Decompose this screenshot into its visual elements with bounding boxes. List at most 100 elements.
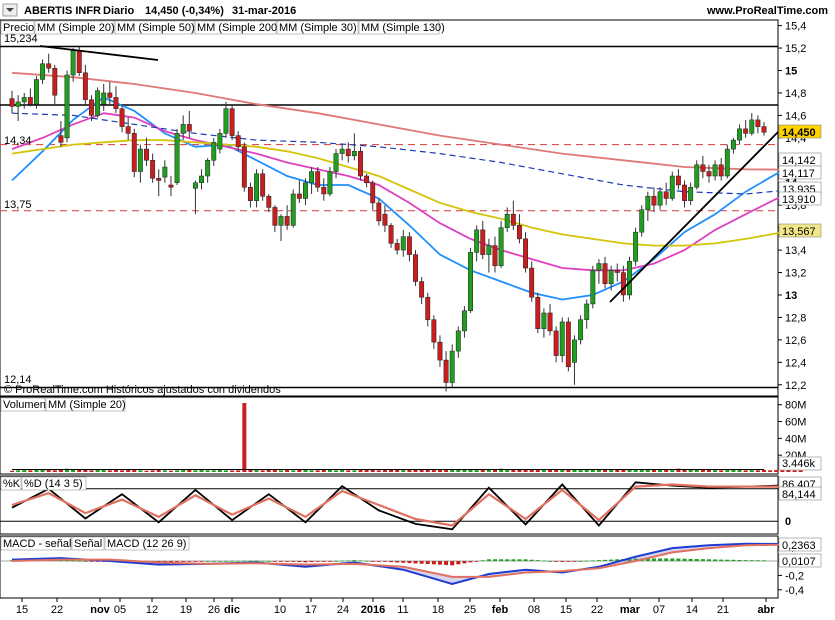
volume-bar — [609, 469, 614, 472]
candle-body — [199, 175, 204, 183]
y-tick-label: 14,6 — [785, 110, 806, 122]
macd-histogram-bar — [596, 560, 601, 562]
volume-bar — [554, 469, 559, 472]
candle-body — [504, 213, 510, 228]
level-label: 14,34 — [4, 135, 32, 147]
volume-bar — [566, 469, 571, 472]
x-tick-label: dic — [224, 604, 240, 616]
volume-bar — [786, 469, 791, 472]
y-tick-label: 13,4 — [785, 245, 806, 257]
x-tick-label: 12 — [146, 604, 158, 616]
volume-bar — [468, 469, 473, 472]
volume-bar — [474, 469, 479, 472]
level-label: 12,14 — [4, 374, 32, 386]
candle-body — [247, 186, 253, 201]
candle-body — [590, 270, 596, 305]
volume-bar — [492, 469, 497, 472]
volume-bar — [511, 469, 516, 472]
candle-body — [339, 148, 345, 154]
volume-bar — [34, 469, 39, 472]
macd-histogram-bar — [236, 560, 241, 562]
candle-body — [358, 151, 363, 177]
volume-bar — [285, 469, 290, 472]
macd-histogram-bar — [205, 561, 210, 562]
volume-bar — [156, 469, 161, 472]
volume-badge-text: 3.446k — [782, 458, 816, 470]
candle-body — [468, 252, 473, 311]
candle-body — [425, 296, 431, 320]
volume-bar — [523, 469, 528, 472]
macd-histogram-bar — [603, 559, 608, 562]
legend-box — [104, 536, 190, 551]
candle-body — [443, 359, 449, 383]
volume-bar — [395, 469, 400, 472]
volume-bar — [71, 469, 76, 472]
candle-body — [461, 310, 467, 332]
macd-histogram-bar — [444, 561, 449, 566]
candle-body — [205, 160, 211, 177]
volume-bar — [291, 470, 296, 472]
macd-histogram-bar — [162, 561, 167, 563]
candle-body — [529, 267, 535, 298]
volume-bar — [205, 470, 210, 472]
y-tick-label: 60M — [785, 417, 806, 429]
volume-bar — [46, 469, 51, 472]
candle-body — [64, 74, 70, 139]
candle-body — [541, 312, 547, 329]
legend-box — [21, 476, 87, 491]
legend-box — [71, 536, 105, 551]
y-tick-label: 40M — [785, 433, 806, 445]
macd-histogram-bar — [670, 558, 675, 562]
candle-body — [633, 231, 639, 262]
volume-bar — [548, 469, 553, 472]
volume-bar — [700, 469, 705, 472]
legend-box — [0, 20, 35, 35]
volume-bar — [352, 470, 357, 472]
candle-body — [260, 173, 266, 197]
macd-histogram-bar — [468, 561, 473, 563]
volume-bar — [743, 470, 748, 472]
legend-box — [0, 397, 46, 412]
volume-bar — [774, 469, 779, 472]
y-tick-label: 0 — [785, 516, 791, 528]
candle-body — [602, 263, 608, 285]
price-badge — [778, 165, 822, 180]
candle-body — [113, 97, 119, 109]
macd-histogram-bar — [584, 560, 589, 562]
macd-histogram-bar — [230, 560, 235, 562]
volume-bar — [65, 468, 70, 472]
volume-bar — [731, 469, 736, 472]
candle-body — [95, 90, 101, 116]
candle-body — [437, 341, 443, 361]
candle-body — [510, 213, 516, 226]
macd-histogram-bar — [499, 559, 504, 562]
candle-body — [34, 79, 39, 105]
volume-bar — [10, 470, 14, 472]
macd-histogram-bar — [719, 559, 724, 562]
x-tick-label: 22 — [51, 604, 63, 616]
volume-bar — [132, 469, 137, 472]
candle-body — [400, 236, 406, 251]
volume-bar — [755, 470, 760, 472]
volume-panel[interactable] — [0, 396, 779, 475]
candle-body — [565, 321, 571, 368]
volume-bar — [596, 469, 601, 472]
macd-histogram-bar — [83, 561, 88, 562]
candle-body — [321, 186, 327, 195]
y-tick-label: 13 — [785, 290, 797, 302]
x-tick-label: mar — [620, 604, 641, 616]
candle-body — [724, 148, 730, 177]
volume-bar — [603, 469, 608, 472]
level-label: 15,234 — [4, 33, 38, 45]
macd-histogram-bar — [615, 559, 620, 562]
volume-bar — [798, 470, 803, 472]
stochastic-panel[interactable] — [0, 475, 779, 535]
volume-bar — [376, 470, 381, 472]
price-badge-text: 14,450 — [782, 127, 816, 139]
volume-bar — [101, 469, 106, 472]
macd-histogram-bar — [376, 561, 381, 562]
volume-bar — [462, 469, 467, 472]
volume-bar — [658, 469, 663, 472]
candle-body — [46, 63, 52, 69]
